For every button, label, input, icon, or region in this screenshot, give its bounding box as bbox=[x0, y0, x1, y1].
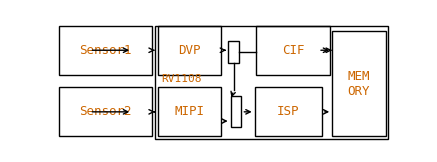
Text: DVP: DVP bbox=[178, 44, 201, 57]
Bar bbox=[256, 26, 330, 75]
Text: MIPI: MIPI bbox=[174, 105, 205, 118]
Text: Sensor1: Sensor1 bbox=[79, 44, 131, 57]
Bar bbox=[158, 26, 221, 75]
Bar bbox=[59, 87, 152, 136]
Bar bbox=[332, 31, 385, 136]
Text: ISP: ISP bbox=[277, 105, 299, 118]
Text: RV1108: RV1108 bbox=[162, 75, 202, 85]
Text: Sensor2: Sensor2 bbox=[79, 105, 131, 118]
Bar bbox=[228, 41, 239, 63]
Text: MEM
ORY: MEM ORY bbox=[347, 70, 370, 98]
Text: CIF: CIF bbox=[282, 44, 304, 57]
Bar bbox=[158, 87, 221, 136]
Bar bbox=[231, 96, 241, 127]
Bar bbox=[156, 26, 388, 139]
Bar bbox=[255, 87, 322, 136]
Bar bbox=[59, 26, 152, 75]
